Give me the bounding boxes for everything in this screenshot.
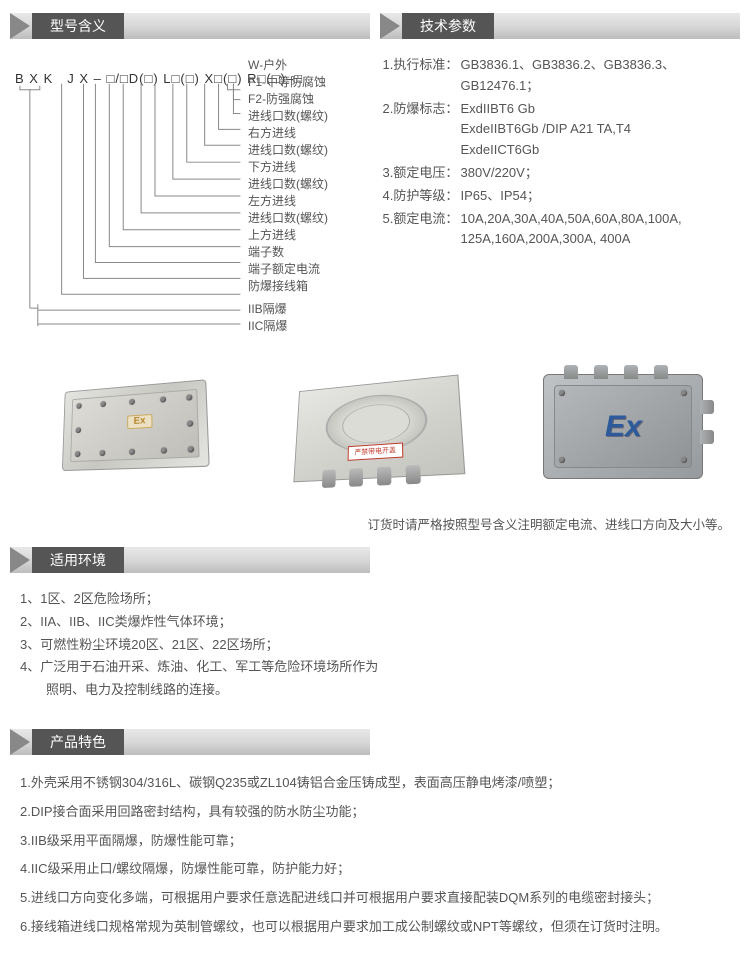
product-image-1: Ex <box>27 349 237 499</box>
spec-list: 1.执行标准： GB3836.1、GB3836.2、GB3836.3、 GB12… <box>378 49 741 329</box>
header-env-label: 适用环境 <box>32 547 124 573</box>
diag-label: 进线口数(螺纹) <box>248 210 328 227</box>
ex-mark: Ex <box>605 403 642 451</box>
spec-label: 5.额定电流： <box>383 209 461 251</box>
spec-row: 1.执行标准： GB3836.1、GB3836.2、GB3836.3、 GB12… <box>383 55 741 97</box>
spec-row: 5.额定电流： 10A,20A,30A,40A,50A,60A,80A,100A… <box>383 209 741 251</box>
triangle-icon <box>10 13 30 39</box>
spec-value: ExdIIBT6 Gb <box>461 99 741 120</box>
env-list: 1、1区、2区危险场所； 2、IIA、IIB、IIC类爆炸性气体环境； 3、可燃… <box>10 583 740 711</box>
env-item: 1、1区、2区危险场所； <box>20 589 740 610</box>
spec-row: 4.防护等级： IP65、IP54； <box>383 186 741 207</box>
env-item: 4、广泛用于石油开采、炼油、化工、军工等危险环境场所作为 <box>20 657 740 678</box>
triangle-icon <box>10 547 30 573</box>
spec-value: ExdeIICT6Gb <box>461 140 741 161</box>
triangle-icon <box>380 13 400 39</box>
ex-label: Ex <box>127 414 152 429</box>
spec-value: GB12476.1； <box>461 76 741 97</box>
spec-value: ExdeIIBT6Gb /DIP A21 TA,T4 <box>461 119 741 140</box>
header-env: 适用环境 <box>10 547 370 573</box>
diag-label: 进线口数(螺纹) <box>248 108 328 125</box>
top-header-row: 型号含义 技术参数 <box>10 5 740 49</box>
diag-label: 端子数 <box>248 244 328 261</box>
spec-label: 1.执行标准： <box>383 55 461 97</box>
diag-label: 右方进线 <box>248 125 328 142</box>
model-diagram: B X K J X – □/□D(□) L□(□) X□(□) R□(□)–□ <box>10 49 368 329</box>
spec-value: 380V/220V； <box>461 163 741 184</box>
feature-item: 3.IIB级采用平面隔爆，防爆性能可靠； <box>20 831 740 852</box>
warning-strip: 严禁带电开盖 <box>348 442 404 461</box>
spec-value: GB3836.1、GB3836.2、GB3836.3、 <box>461 55 741 76</box>
spec-value: 125A,160A,200A,300A, 400A <box>461 229 741 250</box>
feature-item: 5.进线口方向变化多端，可根据用户要求任意选配进线口并可根据用户要求直接配装DQ… <box>20 888 740 909</box>
spec-label: 3.额定电压： <box>383 163 461 184</box>
top-content-row: B X K J X – □/□D(□) L□(□) X□(□) R□(□)–□ <box>10 49 740 329</box>
spec-row: 3.额定电压： 380V/220V； <box>383 163 741 184</box>
feature-item: 6.接线箱进线口规格常规为英制管螺纹，也可以根据用户要求加工成公制螺纹或NPT等… <box>20 917 740 938</box>
ordering-note: 订货时请严格按照型号含义注明额定电流、进线口方向及大小等。 <box>10 515 730 535</box>
product-images-row: Ex 严禁带电开盖 <box>10 339 740 509</box>
diag-label: W-户外 <box>248 57 328 74</box>
diag-label: F2-防强腐蚀 <box>248 91 328 108</box>
spec-label: 4.防护等级： <box>383 186 461 207</box>
diagram-label-column: W-户外 F1-中等防腐蚀 F2-防强腐蚀 进线口数(螺纹) 右方进线 进线口数… <box>248 57 328 335</box>
diag-label: 端子额定电流 <box>248 261 328 278</box>
diag-label: F1-中等防腐蚀 <box>248 74 328 91</box>
env-item: 3、可燃性粉尘环境20区、21区、22区场所； <box>20 635 740 656</box>
header-spec-label: 技术参数 <box>402 13 494 39</box>
diag-label: 下方进线 <box>248 159 328 176</box>
spec-value: IP65、IP54； <box>461 186 741 207</box>
feature-list: 1.外壳采用不锈钢304/316L、碳钢Q235或ZL104铸铝合金压铸成型，表… <box>10 765 740 954</box>
feature-item: 1.外壳采用不锈钢304/316L、碳钢Q235或ZL104铸铝合金压铸成型，表… <box>20 773 740 794</box>
feature-item: 4.IIC级采用止口/螺纹隔爆，防爆性能可靠，防护能力好； <box>20 859 740 880</box>
triangle-icon <box>10 729 30 755</box>
diag-label: IIC隔爆 <box>248 318 328 335</box>
header-model: 型号含义 <box>10 13 370 39</box>
diag-label: 左方进线 <box>248 193 328 210</box>
diag-label: 进线口数(螺纹) <box>248 142 328 159</box>
header-feature: 产品特色 <box>10 729 370 755</box>
diag-label: 上方进线 <box>248 227 328 244</box>
diag-label: IIB隔爆 <box>248 301 328 318</box>
header-feature-label: 产品特色 <box>32 729 124 755</box>
spec-row: 2.防爆标志： ExdIIBT6 Gb ExdeIIBT6Gb /DIP A21… <box>383 99 741 161</box>
diag-label: 防爆接线箱 <box>248 278 328 295</box>
header-model-label: 型号含义 <box>32 13 124 39</box>
product-image-3: Ex <box>513 349 723 499</box>
header-spec: 技术参数 <box>380 13 740 39</box>
diag-label: 进线口数(螺纹) <box>248 176 328 193</box>
env-item: 照明、电力及控制线路的连接。 <box>20 680 740 701</box>
product-image-2: 严禁带电开盖 <box>270 349 480 499</box>
env-item: 2、IIA、IIB、IIC类爆炸性气体环境； <box>20 612 740 633</box>
feature-item: 2.DIP接合面采用回路密封结构，具有较强的防水防尘功能； <box>20 802 740 823</box>
spec-value: 10A,20A,30A,40A,50A,60A,80A,100A, <box>461 209 741 230</box>
spec-label: 2.防爆标志： <box>383 99 461 161</box>
